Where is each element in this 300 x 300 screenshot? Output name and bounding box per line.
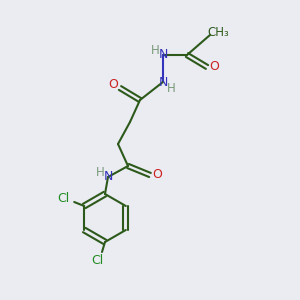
Text: H: H [151,44,159,56]
Text: O: O [209,59,219,73]
Text: Cl: Cl [57,191,69,205]
Text: N: N [158,76,168,88]
Text: O: O [152,169,162,182]
Text: Cl: Cl [91,254,103,268]
Text: H: H [167,82,176,95]
Text: N: N [158,49,168,62]
Text: H: H [96,167,104,179]
Text: CH₃: CH₃ [207,26,229,38]
Text: N: N [103,170,113,184]
Text: O: O [108,79,118,92]
